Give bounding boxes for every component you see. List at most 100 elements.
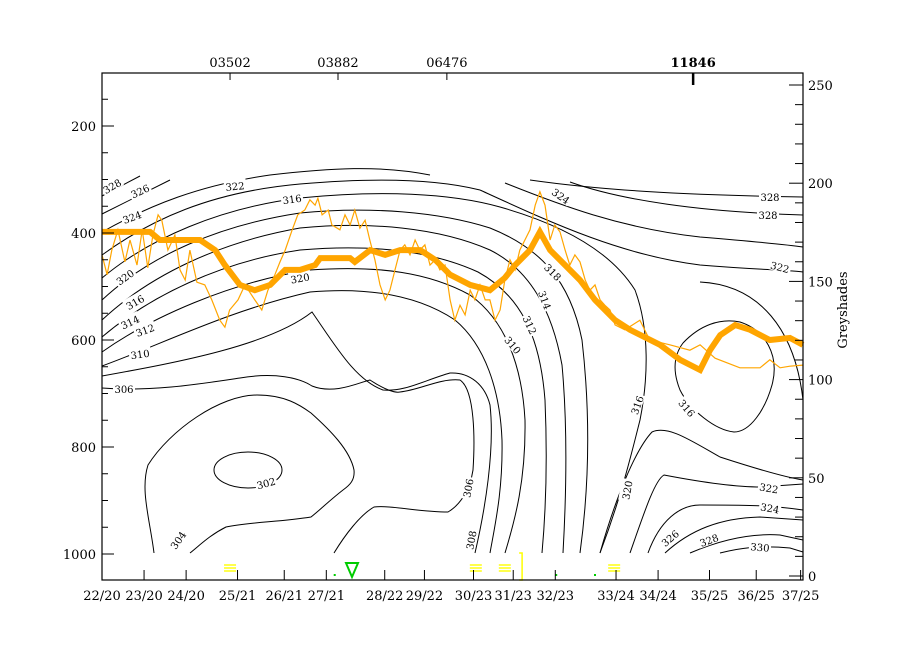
contour-label: 316 <box>280 190 304 208</box>
contour-label-text: 330 <box>750 542 770 555</box>
contour-line <box>629 474 804 554</box>
station-label: 11846 <box>671 56 716 71</box>
contour-label-text: 322 <box>758 482 779 496</box>
y-tick-label: 200 <box>71 120 96 135</box>
contour-label-text: 322 <box>225 181 245 194</box>
contour-line <box>479 189 804 273</box>
precip-dot-symbol <box>555 574 558 576</box>
contour-line <box>101 179 481 256</box>
y-tick-label: 800 <box>71 441 96 456</box>
contour-label: 306 <box>113 382 135 396</box>
series-layer <box>101 190 805 375</box>
y-tick-label: 1000 <box>63 548 96 563</box>
y-tick-label: 600 <box>71 334 96 349</box>
contour-line <box>101 209 589 554</box>
contour-label: 322 <box>757 479 782 497</box>
contour-line <box>101 375 475 554</box>
contour-line <box>101 193 647 554</box>
x-tick-label: 34/24 <box>639 589 676 604</box>
contour-label: 310 <box>128 345 152 363</box>
contour-label: 324 <box>549 183 575 207</box>
contour-label: 326 <box>127 180 153 201</box>
x-tick-label: 28/22 <box>366 589 403 604</box>
station-label: 06476 <box>426 56 467 71</box>
contour-label-text: 306 <box>462 478 476 499</box>
contour-line <box>674 320 775 433</box>
x-tick-label: 35/25 <box>691 589 728 604</box>
fog-symbol <box>469 564 482 572</box>
contour-label: 330 <box>748 539 772 555</box>
fog-symbol <box>224 564 237 572</box>
contour-line <box>529 179 804 198</box>
contour-line <box>664 516 804 554</box>
y2-tick-label: 200 <box>808 177 833 192</box>
contour-label-text: 310 <box>130 349 150 363</box>
fog-symbol <box>498 564 511 572</box>
y2-axis-label: Greyshades <box>836 271 851 348</box>
precip-bar-symbol <box>519 552 523 581</box>
contour-line <box>689 534 804 554</box>
contour-line <box>699 281 804 401</box>
contour-label: 316 <box>121 290 148 313</box>
x-tick-label: 36/25 <box>737 589 774 604</box>
x-tick-label: 22/20 <box>83 589 120 604</box>
contour-label-text: 316 <box>282 194 302 208</box>
contour-labels: 328 3263243223163203163143123103063043023… <box>98 174 793 555</box>
x-tick-label: 31/23 <box>494 589 531 604</box>
x-tick-label: 29/22 <box>406 589 443 604</box>
y2-tick-label: 150 <box>808 275 833 290</box>
contour-label-text: 328 <box>760 193 779 204</box>
contour-line <box>504 182 804 248</box>
isentrope-contours <box>101 168 804 554</box>
contour-label: 320 <box>618 477 636 502</box>
contour-line <box>101 290 503 554</box>
contour-label: 314 <box>535 287 556 313</box>
y2-tick-label: 0 <box>808 570 816 585</box>
contour-label-text: 322 <box>769 261 790 277</box>
fog-symbol <box>608 564 621 572</box>
x-tick-label: 26/21 <box>266 589 303 604</box>
contour-label: 326 <box>657 525 682 549</box>
weather-symbols <box>224 552 621 581</box>
contour-label-text: 308 <box>465 530 479 551</box>
contour-label: 324 <box>758 499 783 517</box>
contour-label: 316 <box>676 395 700 420</box>
contour-line <box>101 311 492 554</box>
x-tick-label: 23/20 <box>125 589 162 604</box>
y-tick-label: 400 <box>71 227 96 242</box>
contour-line <box>213 451 283 489</box>
axes: 200 400 600 800 1000 0 50 100 150 200 250 22/20 23/2… <box>63 56 833 604</box>
contour-label: 316 <box>626 392 647 418</box>
contour-label: 322 <box>223 178 247 194</box>
contour-label: 320 <box>287 269 312 287</box>
contour-label-text: 306 <box>114 385 133 396</box>
contour-label: 324 <box>119 206 145 227</box>
contour-label-text: 328 <box>758 211 777 222</box>
x-tick-label: 24/20 <box>167 589 204 604</box>
contour-line <box>144 394 355 554</box>
contour-label-text: 324 <box>759 502 780 516</box>
station-label: 03502 <box>209 56 250 71</box>
precip-dot-symbol <box>594 574 597 576</box>
y2-tick-label: 250 <box>808 79 833 94</box>
x-tick-label: 30/23 <box>455 589 492 604</box>
x-tick-label: 37/25 <box>782 589 819 604</box>
contour-label: 328 <box>759 190 781 204</box>
x-tick-label: 33/24 <box>597 589 634 604</box>
contour-label: 328 <box>696 529 722 550</box>
thin-series-line <box>101 190 803 369</box>
x-tick-label: 25/21 <box>219 589 256 604</box>
contour-label-text: 320 <box>621 480 635 501</box>
contour-label: 306 <box>459 475 477 500</box>
plot-frame <box>101 72 804 581</box>
contour-label: 328 <box>757 208 779 222</box>
contour-label: 304 <box>165 526 189 552</box>
contour-label-text: 320 <box>290 272 311 286</box>
contour-label: 312 <box>520 312 541 338</box>
thick-series-line <box>102 225 805 375</box>
x-tick-label: 27/21 <box>308 589 345 604</box>
contour-line <box>101 224 567 554</box>
contour-line <box>101 247 547 554</box>
contour-label: 320 <box>111 264 137 288</box>
